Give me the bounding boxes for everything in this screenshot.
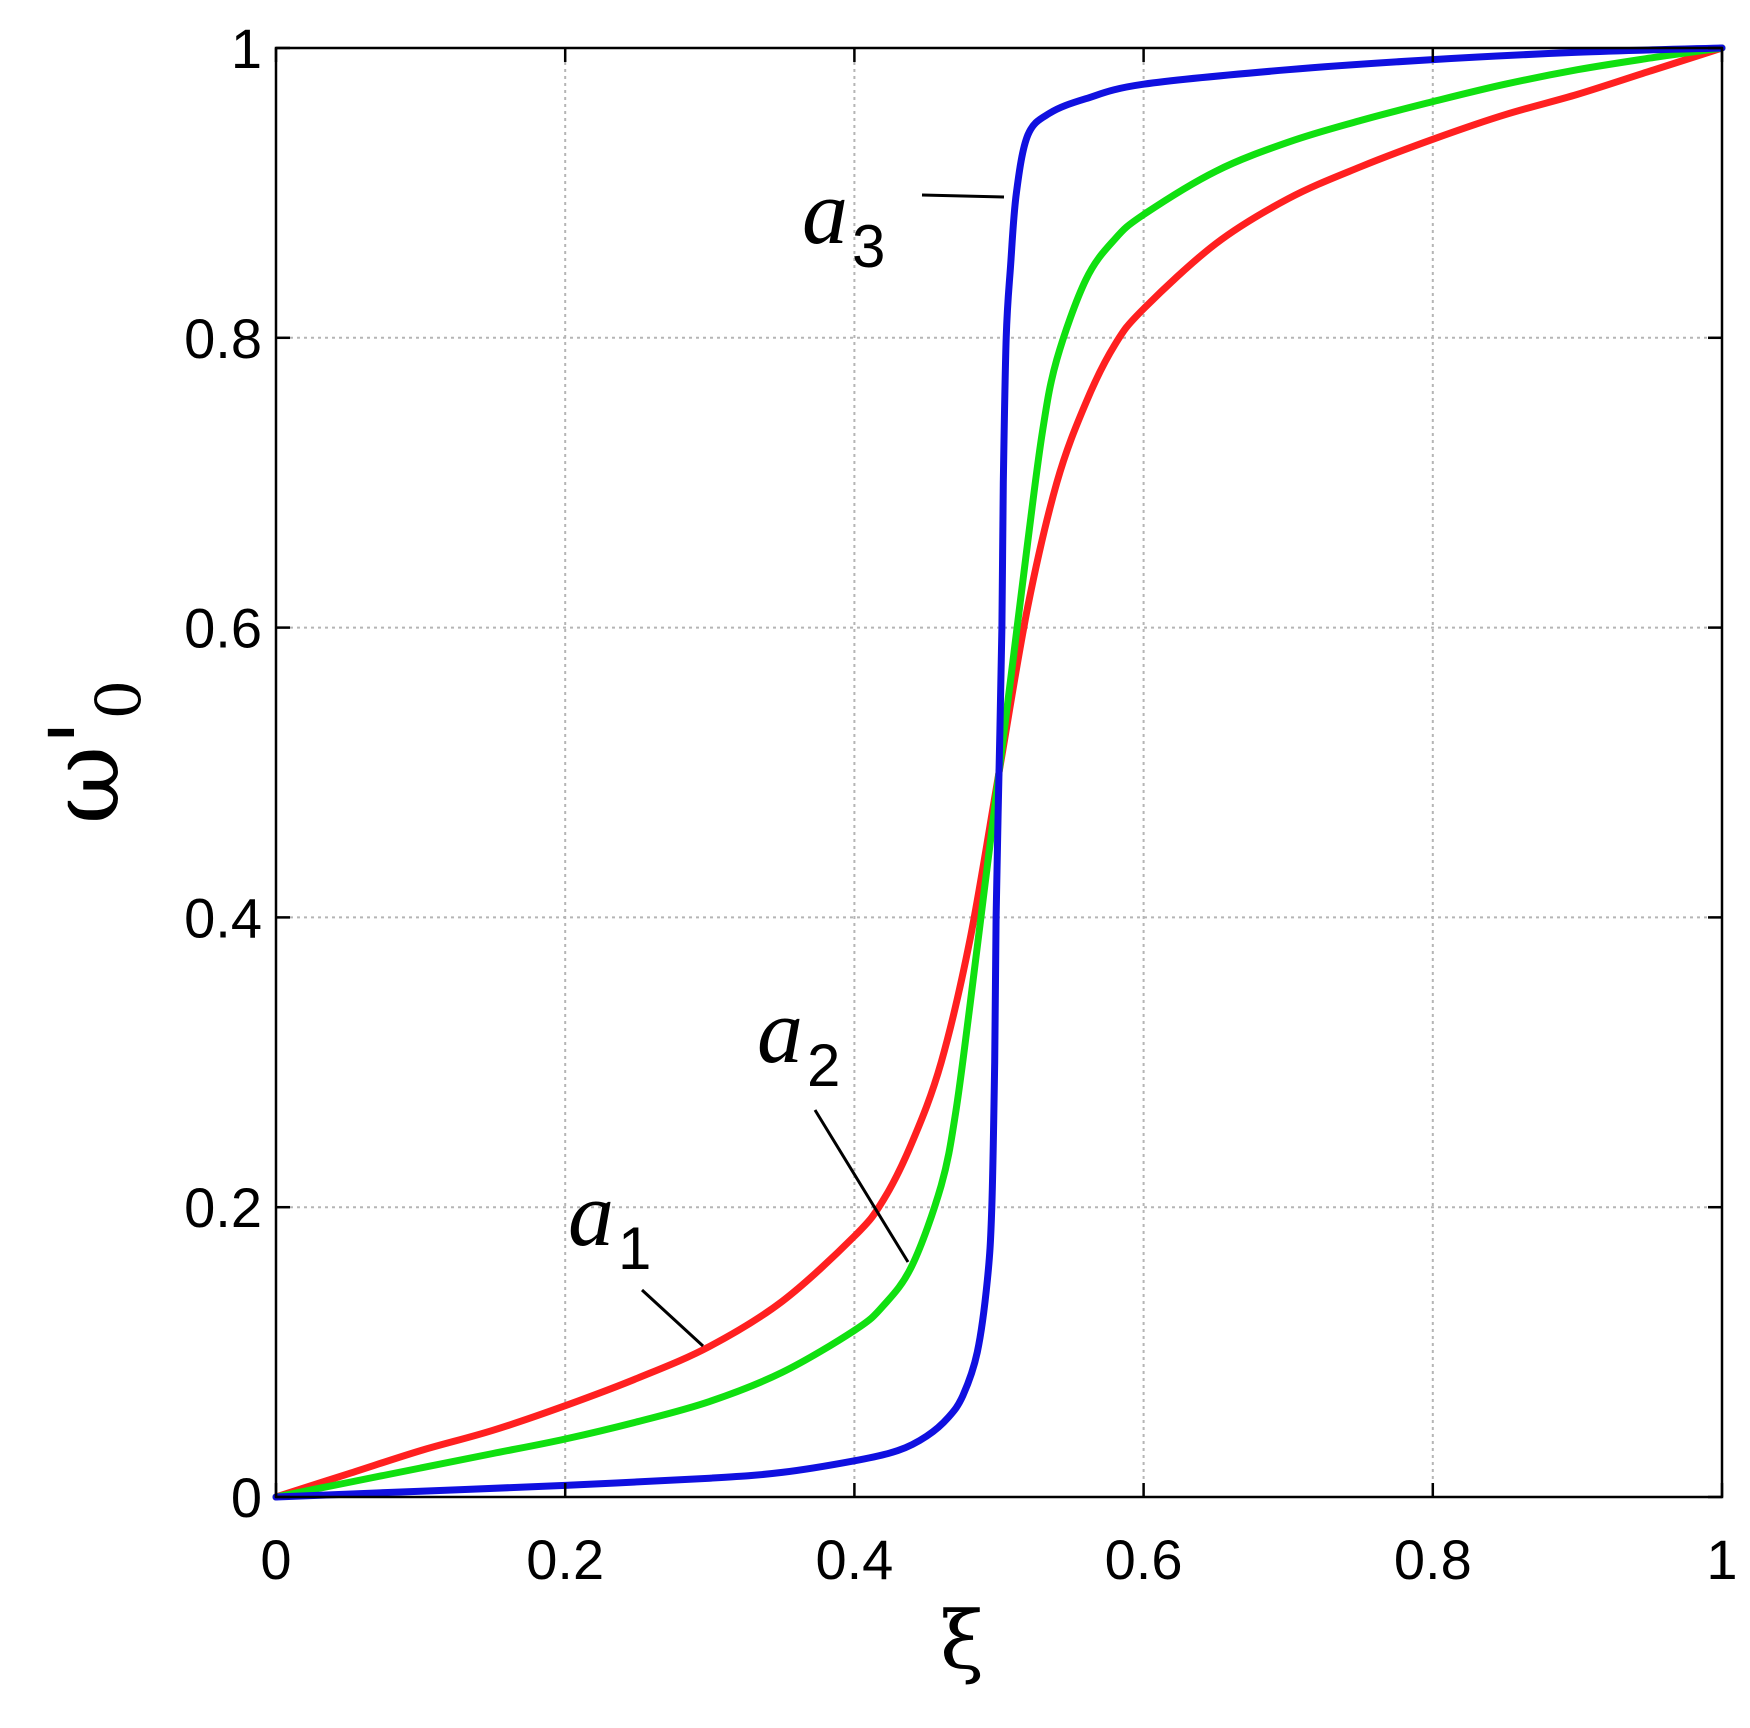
y-tick-label: 1 <box>231 17 262 80</box>
x-tick-label: 0.6 <box>1105 1528 1183 1591</box>
annotations: a1 a2 a3 <box>568 161 1005 1348</box>
svg-text:ω'0: ω'0 <box>29 680 155 824</box>
y-axis-title-prime: ' <box>29 719 141 745</box>
y-axis-title-base: ω <box>29 746 141 824</box>
series-group <box>272 44 1726 1501</box>
series-line-a3 <box>272 44 1726 1501</box>
a2-leader-line <box>813 1109 910 1263</box>
ticks: 0 0.2 0.4 0.6 0.8 1 0 0.2 0.4 0.6 0.8 1 <box>184 17 1737 1591</box>
y-tick-label: 0 <box>231 1466 262 1529</box>
y-tick-label: 0.8 <box>184 307 262 370</box>
x-tick-label: 0.4 <box>815 1528 893 1591</box>
x-tick-label: 0 <box>260 1528 291 1591</box>
y-tick-label: 0.2 <box>184 1176 262 1239</box>
a1-label: a1 <box>568 1163 651 1282</box>
y-axis-title-sub: 0 <box>82 680 155 719</box>
y-tick-label: 0.4 <box>184 886 262 949</box>
x-tick-label: 1 <box>1706 1528 1737 1591</box>
x-tick-label: 0.8 <box>1394 1528 1472 1591</box>
plot-frame <box>274 46 1724 1499</box>
a1-leader-line <box>640 1288 705 1348</box>
y-axis-title: ω'0 <box>29 680 155 824</box>
a2-label: a2 <box>757 980 840 1099</box>
x-tick-label: 0.2 <box>526 1528 604 1591</box>
a3-label: a3 <box>802 161 885 280</box>
a3-leader-line <box>921 193 1005 199</box>
y-tick-label: 0.6 <box>184 597 262 660</box>
x-axis-title: ξ <box>940 1594 984 1687</box>
